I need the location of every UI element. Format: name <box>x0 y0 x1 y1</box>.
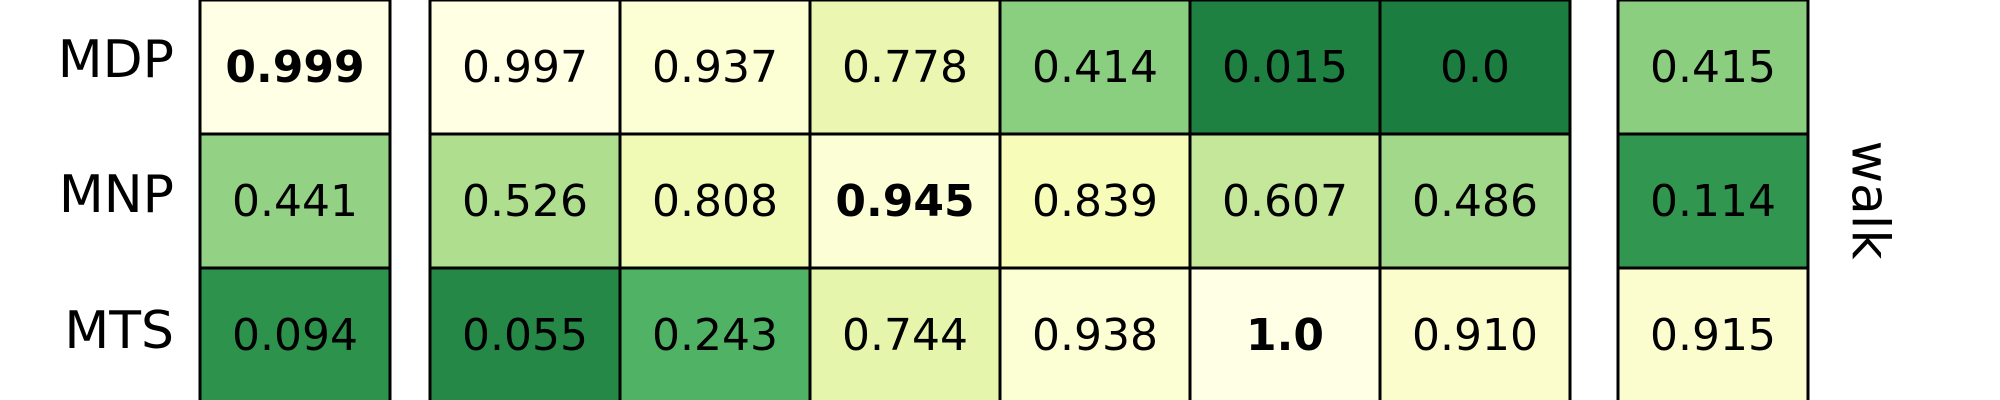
cell-value-label-b1-r0-c1: 0.937 <box>652 42 778 93</box>
cell-value-label-b1-r0-c2: 0.778 <box>842 42 968 93</box>
row-label-mdp: MDP <box>57 30 174 90</box>
cell-value-label-b1-r2-c2: 0.744 <box>842 310 968 361</box>
cell-value-label-b1-r0-c5: 0.0 <box>1440 42 1510 93</box>
cell-value-label-b1-r2-c5: 0.910 <box>1412 310 1538 361</box>
row-label-mnp: MNP <box>58 165 174 225</box>
cell-value-label-b2-r1-c0: 0.114 <box>1650 176 1776 227</box>
facet-label-walk: walk <box>1839 140 1900 260</box>
cell-value-label-b1-r1-c4: 0.607 <box>1222 176 1348 227</box>
cell-value-label-b1-r1-c1: 0.808 <box>652 176 778 227</box>
cell-value-label-b2-r2-c0: 0.915 <box>1650 310 1776 361</box>
heatmap-cell-b1-r1-c3 <box>998 132 1192 270</box>
heatmap-cell-b2-r2-c0 <box>1616 266 1810 400</box>
cell-value-label-b1-r2-c3: 0.938 <box>1032 310 1158 361</box>
heatmap-cell-b2-r1-c0 <box>1616 132 1810 270</box>
heatmap-cell-b1-r0-c5 <box>1378 0 1572 136</box>
heatmap-cell-b1-r2-c5 <box>1378 266 1572 400</box>
heatmap-cell-b1-r1-c1 <box>618 132 812 270</box>
cell-value-label-b1-r1-c3: 0.839 <box>1032 176 1158 227</box>
cell-value-label-b1-r0-c4: 0.015 <box>1222 42 1348 93</box>
cell-value-label-b1-r1-c5: 0.486 <box>1412 176 1538 227</box>
heatmap-cell-b1-r0-c2 <box>808 0 1002 136</box>
cell-value-label-b1-r1-c2: 0.945 <box>835 176 974 227</box>
heatmap-cell-b1-r0-c3 <box>998 0 1192 136</box>
cell-value-label-b0-r1-c0: 0.441 <box>232 176 358 227</box>
heatmap-cell-b1-r0-c4 <box>1188 0 1382 136</box>
cell-value-label-b1-r0-c0: 0.997 <box>462 42 588 93</box>
cell-value-label-b1-r2-c0: 0.055 <box>462 310 588 361</box>
cell-value-label-b0-r0-c0: 0.999 <box>225 42 364 93</box>
cell-value-label-b1-r0-c3: 0.414 <box>1032 42 1158 93</box>
heatmap-cell-b2-r0-c0 <box>1616 0 1810 136</box>
heatmap-cell-b1-r1-c0 <box>428 132 622 270</box>
row-label-mts: MTS <box>64 301 174 361</box>
heatmap-cell-b1-r1-c4 <box>1188 132 1382 270</box>
heatmap-cell-b1-r1-c5 <box>1378 132 1572 270</box>
cell-value-label-b2-r0-c0: 0.415 <box>1650 42 1776 93</box>
cell-value-label-b1-r2-c1: 0.243 <box>652 310 778 361</box>
cell-value-label-b1-r1-c0: 0.526 <box>462 176 588 227</box>
heatmap-cell-b0-r2-c0 <box>198 266 392 400</box>
cell-value-label-b0-r2-c0: 0.094 <box>232 310 358 361</box>
heatmap-cell-b1-r2-c0 <box>428 266 622 400</box>
heatmap-cell-b1-r0-c0 <box>428 0 622 136</box>
heatmap-cell-b1-r1-c2 <box>808 132 1002 270</box>
cell-value-label-b1-r2-c4: 1.0 <box>1246 310 1324 361</box>
